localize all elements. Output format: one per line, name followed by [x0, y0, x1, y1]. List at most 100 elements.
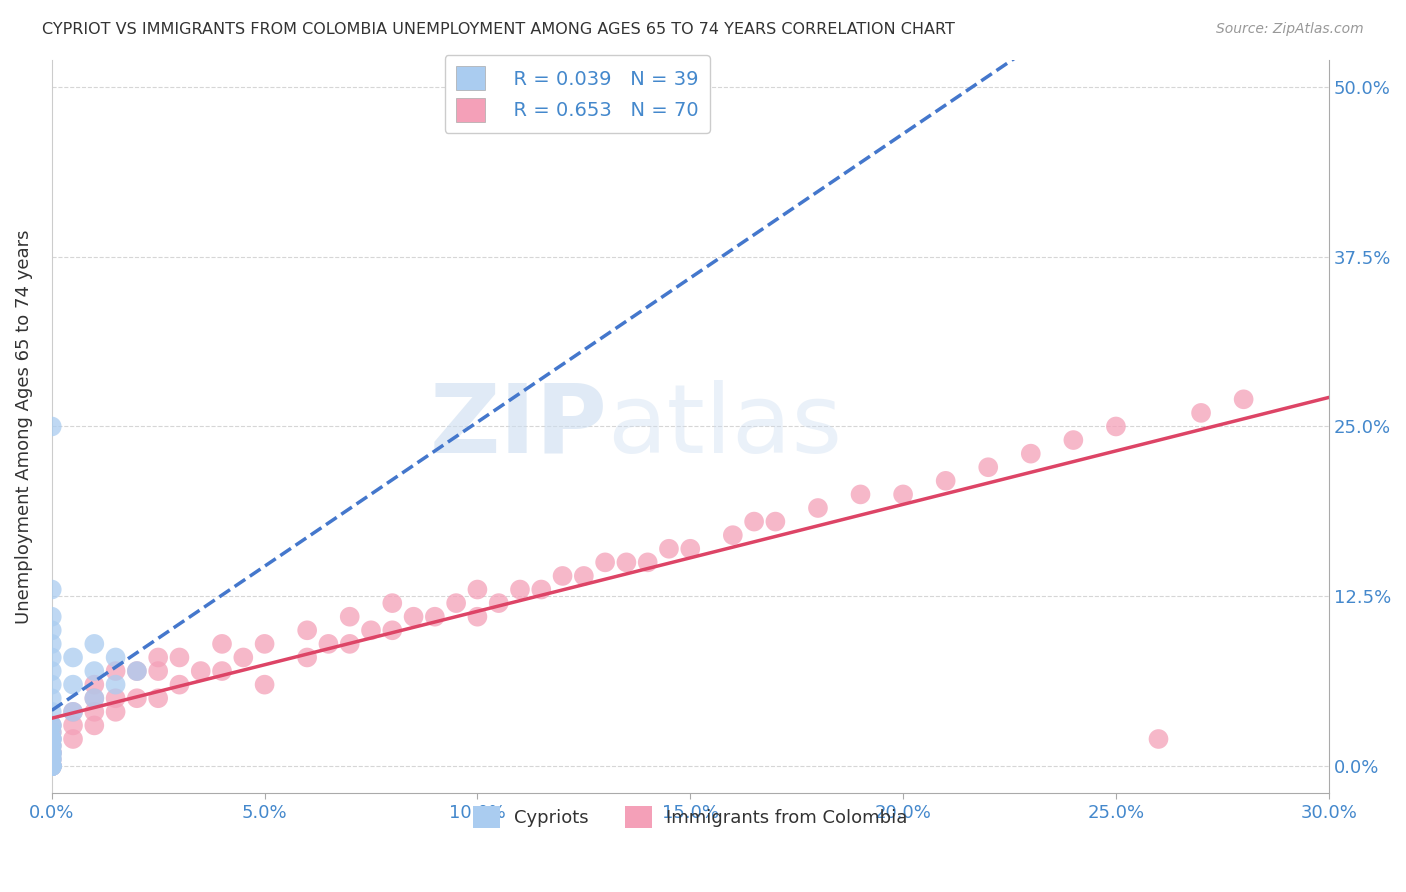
Point	[41, 678, 63, 692]
Point	[807, 501, 830, 516]
Point	[211, 664, 233, 678]
Point	[62, 731, 84, 746]
Point	[721, 528, 744, 542]
Point	[41, 731, 63, 746]
Point	[467, 609, 489, 624]
Point	[467, 582, 489, 597]
Point	[891, 487, 914, 501]
Point	[41, 759, 63, 773]
Point	[1189, 406, 1212, 420]
Point	[104, 678, 127, 692]
Point	[41, 739, 63, 753]
Point	[125, 691, 148, 706]
Point	[530, 582, 553, 597]
Point	[253, 678, 276, 692]
Point	[253, 637, 276, 651]
Point	[83, 637, 105, 651]
Point	[41, 650, 63, 665]
Point	[83, 705, 105, 719]
Point	[41, 746, 63, 760]
Point	[169, 678, 191, 692]
Point	[679, 541, 702, 556]
Point	[339, 637, 361, 651]
Point	[41, 759, 63, 773]
Point	[190, 664, 212, 678]
Point	[83, 678, 105, 692]
Point	[41, 752, 63, 766]
Point	[62, 650, 84, 665]
Point	[104, 664, 127, 678]
Point	[977, 460, 1000, 475]
Y-axis label: Unemployment Among Ages 65 to 74 years: Unemployment Among Ages 65 to 74 years	[15, 229, 32, 624]
Point	[169, 650, 191, 665]
Point	[41, 718, 63, 732]
Point	[742, 515, 765, 529]
Point	[41, 759, 63, 773]
Point	[339, 609, 361, 624]
Point	[509, 582, 531, 597]
Point	[41, 691, 63, 706]
Point	[41, 664, 63, 678]
Point	[62, 678, 84, 692]
Point	[41, 582, 63, 597]
Point	[763, 515, 786, 529]
Point	[381, 624, 404, 638]
Point	[41, 759, 63, 773]
Point	[41, 725, 63, 739]
Point	[935, 474, 957, 488]
Point	[41, 759, 63, 773]
Point	[41, 705, 63, 719]
Point	[593, 555, 616, 569]
Point	[41, 759, 63, 773]
Point	[41, 759, 63, 773]
Point	[146, 650, 169, 665]
Point	[41, 731, 63, 746]
Point	[318, 637, 340, 651]
Point	[41, 609, 63, 624]
Point	[41, 725, 63, 739]
Point	[551, 569, 574, 583]
Point	[41, 752, 63, 766]
Text: atlas: atlas	[607, 380, 842, 473]
Point	[41, 746, 63, 760]
Point	[41, 759, 63, 773]
Point	[41, 731, 63, 746]
Point	[41, 746, 63, 760]
Point	[637, 555, 659, 569]
Point	[402, 609, 425, 624]
Point	[1233, 392, 1256, 407]
Point	[83, 664, 105, 678]
Point	[1147, 731, 1170, 746]
Point	[360, 624, 382, 638]
Point	[62, 705, 84, 719]
Point	[1105, 419, 1128, 434]
Point	[211, 637, 233, 651]
Point	[423, 609, 446, 624]
Point	[62, 705, 84, 719]
Legend: Cypriots, Immigrants from Colombia: Cypriots, Immigrants from Colombia	[465, 799, 915, 836]
Point	[1062, 433, 1084, 447]
Point	[41, 748, 63, 763]
Point	[41, 759, 63, 773]
Point	[125, 664, 148, 678]
Point	[1019, 447, 1042, 461]
Point	[62, 718, 84, 732]
Point	[381, 596, 404, 610]
Point	[104, 691, 127, 706]
Text: ZIP: ZIP	[429, 380, 607, 473]
Text: Source: ZipAtlas.com: Source: ZipAtlas.com	[1216, 22, 1364, 37]
Point	[104, 650, 127, 665]
Point	[104, 705, 127, 719]
Point	[295, 650, 318, 665]
Point	[146, 664, 169, 678]
Point	[295, 624, 318, 638]
Point	[125, 664, 148, 678]
Point	[616, 555, 638, 569]
Point	[41, 752, 63, 766]
Point	[41, 718, 63, 732]
Point	[41, 731, 63, 746]
Point	[83, 691, 105, 706]
Point	[41, 739, 63, 753]
Point	[444, 596, 467, 610]
Point	[232, 650, 254, 665]
